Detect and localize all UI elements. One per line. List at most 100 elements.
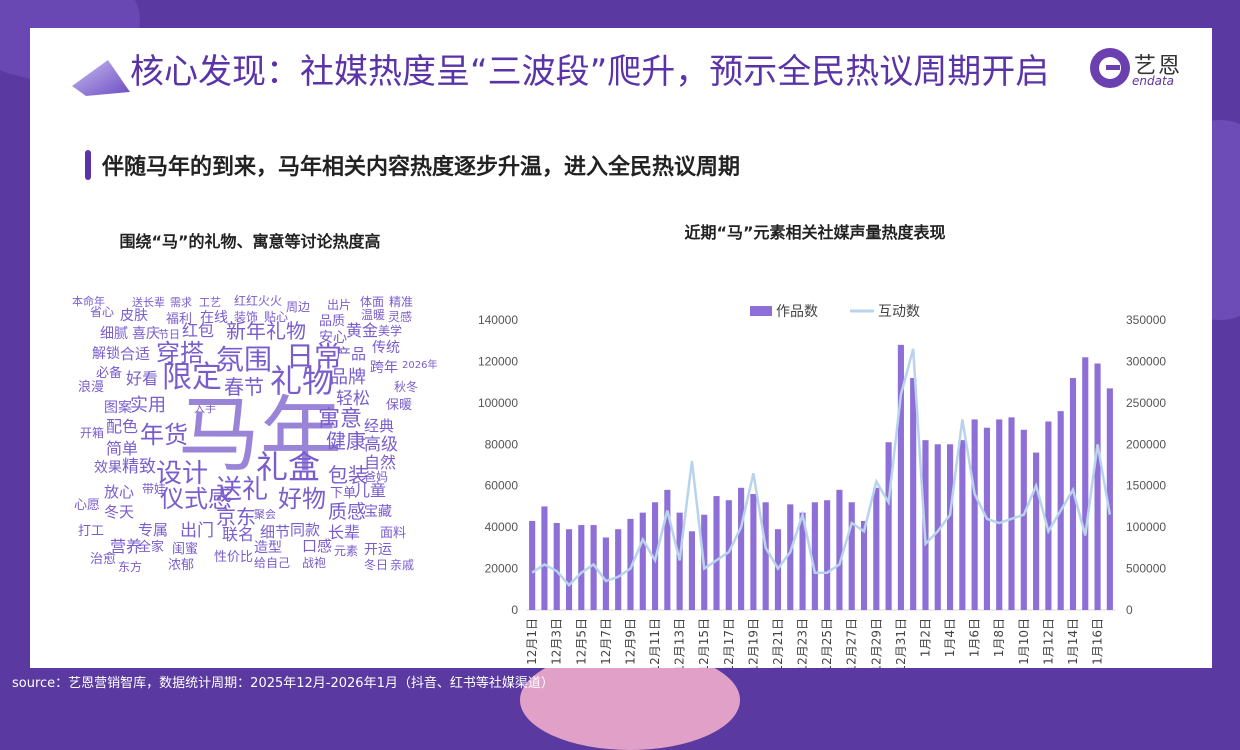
word-cloud-item: 元素 bbox=[334, 544, 359, 558]
word-cloud-item: 节日 bbox=[158, 328, 180, 341]
word-cloud-item: 好看 bbox=[126, 369, 159, 388]
word-cloud-item: 放心 bbox=[104, 483, 135, 501]
word-cloud-item: 品牌 bbox=[330, 367, 366, 388]
bar bbox=[946, 444, 954, 610]
word-cloud-item: 口感 bbox=[302, 537, 333, 555]
y-left-tick-label: 100000 bbox=[478, 396, 518, 410]
word-cloud-item: 周边 bbox=[286, 300, 311, 314]
word-cloud-item: 心愿 bbox=[74, 498, 101, 513]
x-tick-label: 1月16日 bbox=[1091, 618, 1105, 665]
y-left-tick-label: 20000 bbox=[485, 562, 519, 576]
word-cloud-item: 日常 bbox=[286, 340, 343, 373]
word-cloud-item: 实用 bbox=[130, 395, 166, 416]
word-cloud-item: 冬日 bbox=[364, 558, 389, 572]
x-tick-label: 12月3日 bbox=[550, 618, 564, 665]
y-right-tick-label: 30000000 bbox=[1126, 354, 1166, 368]
word-cloud-item: 聚会 bbox=[254, 508, 276, 521]
word-cloud-item: 宝藏 bbox=[364, 504, 392, 520]
word-cloud-item: 寓意 bbox=[318, 407, 363, 432]
word-cloud-item: 带娃 bbox=[142, 482, 167, 496]
bar bbox=[578, 525, 585, 610]
bar bbox=[664, 489, 671, 610]
word-cloud-item: 新年礼物 bbox=[226, 319, 306, 343]
bar bbox=[1020, 429, 1027, 610]
word-cloud-item: 灵感 bbox=[388, 310, 413, 324]
word-cloud-item: 浓郁 bbox=[168, 558, 195, 573]
bar bbox=[799, 512, 806, 610]
x-tick-label: 12月15日 bbox=[697, 618, 711, 668]
word-cloud-item: 配色 bbox=[106, 417, 139, 436]
word-cloud-item: 省心 bbox=[90, 305, 115, 319]
y-left-tick-label: 120000 bbox=[478, 354, 518, 368]
y-left-tick-label: 0 bbox=[511, 603, 518, 617]
word-cloud-item: 工艺 bbox=[199, 296, 221, 309]
word-cloud-item: 本命年 bbox=[72, 295, 105, 308]
bar bbox=[934, 444, 941, 610]
word-cloud-item: 美学 bbox=[378, 324, 403, 338]
y-left-tick-label: 60000 bbox=[485, 479, 519, 493]
bar bbox=[639, 512, 646, 610]
bar bbox=[1082, 357, 1089, 610]
y-right-tick-label: 5000000 bbox=[1126, 562, 1166, 576]
word-cloud-item: 送礼 bbox=[216, 475, 269, 505]
word-cloud-item: 轻松 bbox=[336, 389, 370, 409]
word-cloud-item: 仪式感 bbox=[160, 485, 232, 513]
word-cloud-item: 安心 bbox=[319, 330, 347, 346]
bar bbox=[1106, 388, 1113, 610]
x-tick-label: 12月21日 bbox=[771, 618, 785, 668]
bar bbox=[725, 500, 732, 610]
bar bbox=[996, 419, 1003, 610]
subtitle: 伴随马年的到来，马年相关内容热度逐步升温，进入全民热议周期 bbox=[102, 155, 741, 180]
word-cloud-item: 造型 bbox=[254, 540, 282, 556]
word-cloud-item: 红包 bbox=[182, 321, 215, 340]
source-footer: source：艺恩营销智库，数据统计周期：2025年12月-2026年1月（抖音… bbox=[12, 676, 554, 691]
word-cloud-item: 春节 bbox=[224, 375, 264, 399]
word-cloud-item: 皮肤 bbox=[120, 308, 148, 324]
word-cloud-item: 出片 bbox=[327, 298, 352, 312]
bar bbox=[590, 525, 597, 610]
x-tick-label: 12月11日 bbox=[648, 618, 662, 668]
x-tick-label: 1月8日 bbox=[992, 618, 1006, 657]
word-cloud-item: 红红火火 bbox=[234, 294, 283, 308]
word-cloud-item: 图案 bbox=[104, 400, 132, 416]
bar bbox=[750, 494, 757, 610]
subtitle-accent-bar bbox=[85, 150, 91, 180]
word-cloud-item: 面料 bbox=[380, 526, 407, 541]
logo-icon bbox=[1090, 48, 1130, 88]
word-cloud-item: 简单 bbox=[106, 439, 139, 458]
word-cloud-item: 福利 bbox=[166, 312, 193, 327]
word-cloud-item: 马年 bbox=[178, 388, 343, 483]
legend-swatch-bars bbox=[750, 306, 772, 316]
bar bbox=[860, 520, 868, 610]
bar bbox=[553, 523, 560, 610]
word-cloud-item: 喜庆 bbox=[132, 326, 160, 342]
word-cloud-item: 送长辈 bbox=[132, 296, 165, 309]
word-cloud-item: 黄金 bbox=[346, 321, 379, 340]
word-cloud-item: 装饰 bbox=[234, 310, 259, 324]
word-cloud-item: 闺蜜 bbox=[172, 542, 199, 557]
y-right-tick-label: 0 bbox=[1126, 603, 1133, 617]
word-cloud-item: 包装 bbox=[328, 463, 368, 487]
word-cloud-item: 年货 bbox=[140, 421, 188, 449]
word-cloud-item: 温暖 bbox=[361, 308, 386, 322]
word-cloud-item: 联名 bbox=[222, 525, 255, 544]
bar bbox=[627, 518, 634, 610]
x-tick-label: 12月13日 bbox=[673, 618, 687, 668]
bar bbox=[1094, 363, 1101, 610]
word-cloud-item: 细腻 bbox=[100, 326, 128, 342]
legend-label: 作品数 bbox=[776, 304, 818, 320]
bar bbox=[688, 531, 696, 610]
bar bbox=[873, 487, 880, 610]
bar bbox=[676, 512, 683, 610]
word-cloud: 本命年 送长辈 需求 工艺 红红火火 周边 出片 体面 精准 省心 皮肤 福利 在线 装饰 贴心 品质 温暖 灵感… bbox=[64, 291, 444, 581]
x-tick-label: 12月27日 bbox=[845, 618, 859, 668]
y-left-tick-label: 40000 bbox=[485, 520, 519, 534]
bar bbox=[885, 442, 892, 610]
bar bbox=[565, 529, 573, 610]
word-cloud-item: 高级 bbox=[364, 435, 398, 455]
bar bbox=[910, 378, 917, 610]
word-cloud-item: 合适 bbox=[120, 345, 151, 363]
y-left-tick-label: 140000 bbox=[478, 313, 518, 327]
word-cloud-item: 开运 bbox=[364, 542, 392, 558]
word-cloud-item: 儿童 bbox=[354, 481, 387, 500]
